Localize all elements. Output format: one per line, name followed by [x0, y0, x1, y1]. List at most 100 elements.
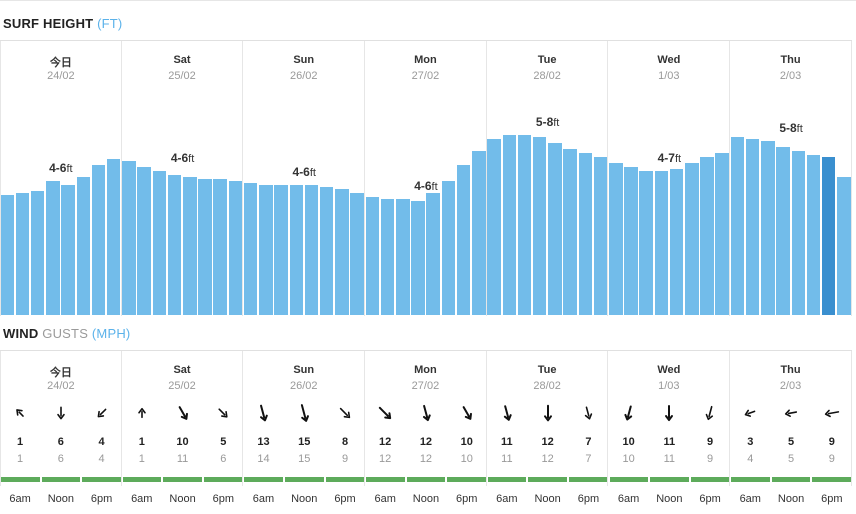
- time-label: Noon: [656, 493, 683, 505]
- surf-bar[interactable]: [441, 181, 456, 315]
- surf-bar[interactable]: [183, 177, 197, 315]
- gust-speed: 5: [220, 436, 227, 448]
- day-name: 今日: [49, 57, 72, 69]
- surf-bar[interactable]: [106, 159, 121, 315]
- wind-direction-arrow-icon: [301, 404, 310, 422]
- range-unit: ft: [66, 163, 73, 175]
- gust-speed: 1: [17, 436, 24, 448]
- surf-bar[interactable]: [61, 185, 75, 315]
- surf-bar[interactable]: [198, 179, 212, 315]
- surf-bar[interactable]: [380, 199, 395, 315]
- surf-bar[interactable]: [593, 157, 608, 315]
- gust-speed: 9: [828, 436, 835, 448]
- surf-bar[interactable]: [15, 193, 30, 315]
- day-date: 1/03: [658, 70, 680, 82]
- surf-bar[interactable]: [472, 151, 486, 315]
- surf-unit-text: (FT): [97, 16, 123, 31]
- surf-bar[interactable]: [624, 167, 638, 315]
- wind-speed: 11: [176, 453, 189, 465]
- gust-speed: 7: [585, 436, 592, 448]
- surf-bar[interactable]: [806, 155, 821, 315]
- day-name: Sun: [293, 54, 315, 66]
- wind-day-column: 今日 24/02: [0, 351, 122, 486]
- time-label: 6pm: [334, 493, 356, 505]
- surf-bar[interactable]: [76, 177, 91, 315]
- time-label: Noon: [534, 493, 561, 505]
- surf-bar[interactable]: [548, 143, 562, 315]
- surf-bar[interactable]: [609, 163, 623, 315]
- surf-day-column: Thu 2/03: [730, 41, 852, 316]
- gust-speed: 9: [707, 436, 714, 448]
- surf-bar[interactable]: [821, 157, 836, 315]
- surf-bar[interactable]: [791, 151, 806, 315]
- day-name: Mon: [414, 54, 437, 66]
- surf-bar[interactable]: [243, 183, 258, 315]
- surf-bar[interactable]: [0, 195, 14, 315]
- wind-quality-bar: [366, 477, 405, 482]
- day-name: Mon: [414, 364, 437, 376]
- day-date: 1/03: [658, 380, 680, 392]
- wind-speed: 4: [747, 453, 754, 465]
- surf-bar[interactable]: [91, 165, 106, 315]
- wind-speed: 12: [541, 453, 554, 465]
- surf-bar[interactable]: [259, 185, 273, 315]
- surf-bar[interactable]: [396, 199, 410, 315]
- surf-bar[interactable]: [289, 185, 304, 315]
- time-label: 6pm: [90, 493, 113, 505]
- day-date: 27/02: [411, 70, 440, 82]
- day-date: 24/02: [47, 380, 75, 392]
- surf-bar[interactable]: [167, 175, 182, 315]
- time-label: 6am: [617, 493, 640, 505]
- wind-quality-bar: [284, 477, 324, 482]
- surf-bar[interactable]: [365, 197, 380, 315]
- time-label: 6pm: [456, 493, 478, 505]
- surf-day-column: Sat 25/02: [122, 41, 244, 316]
- surf-bar[interactable]: [228, 181, 243, 315]
- surf-bar[interactable]: [761, 141, 775, 315]
- time-label: 6am: [252, 493, 275, 505]
- wind-quality-bar: [1, 477, 40, 482]
- surf-bar[interactable]: [578, 153, 593, 315]
- surf-bar[interactable]: [715, 153, 729, 315]
- wind-direction-arrow-icon: [178, 406, 188, 420]
- surf-bar[interactable]: [700, 157, 714, 315]
- surf-bar[interactable]: [350, 193, 364, 315]
- surf-bar[interactable]: [517, 135, 532, 315]
- wind-direction-arrow-icon: [97, 408, 107, 418]
- surf-bar[interactable]: [745, 139, 760, 315]
- surf-bar[interactable]: [654, 171, 669, 315]
- surf-bar[interactable]: [776, 147, 790, 315]
- surf-bar[interactable]: [304, 185, 319, 315]
- surf-bar[interactable]: [46, 181, 60, 315]
- surf-bar[interactable]: [274, 185, 288, 315]
- wind-quality-bar: [609, 477, 649, 482]
- surf-bar[interactable]: [563, 149, 577, 315]
- day-name: Thu: [780, 364, 801, 376]
- gust-speed: 10: [622, 436, 635, 448]
- surf-bar[interactable]: [669, 169, 684, 315]
- surf-bar[interactable]: [213, 179, 227, 315]
- surf-bar[interactable]: [30, 191, 45, 315]
- surf-bar[interactable]: [319, 187, 334, 315]
- surf-bar[interactable]: [639, 171, 653, 315]
- surf-bar[interactable]: [426, 193, 440, 315]
- surf-bar[interactable]: [152, 171, 167, 315]
- surf-bar[interactable]: [335, 189, 349, 315]
- surf-bar[interactable]: [487, 139, 501, 315]
- range-value: 4-7: [657, 151, 675, 165]
- surf-bar[interactable]: [122, 161, 136, 315]
- surf-bar[interactable]: [137, 167, 151, 315]
- surf-range-label: 4-6ft: [171, 151, 194, 165]
- surf-bar[interactable]: [837, 177, 851, 315]
- wind-direction-arrow-icon: [422, 404, 431, 422]
- surf-bar[interactable]: [456, 165, 471, 315]
- wind-quality-bar: [82, 477, 121, 482]
- surf-bar[interactable]: [502, 135, 516, 315]
- surf-bar[interactable]: [532, 137, 547, 315]
- wind-quality-bar: [122, 477, 162, 482]
- surf-bar[interactable]: [730, 137, 745, 315]
- surf-bar[interactable]: [411, 201, 425, 315]
- wind-quality-bar: [568, 477, 608, 482]
- surf-bar[interactable]: [685, 163, 699, 315]
- gust-speed: 5: [787, 436, 795, 448]
